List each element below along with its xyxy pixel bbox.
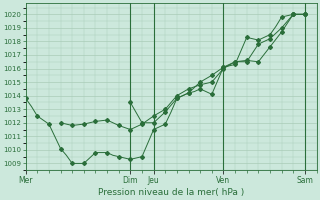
X-axis label: Pression niveau de la mer( hPa ): Pression niveau de la mer( hPa ) <box>98 188 244 197</box>
